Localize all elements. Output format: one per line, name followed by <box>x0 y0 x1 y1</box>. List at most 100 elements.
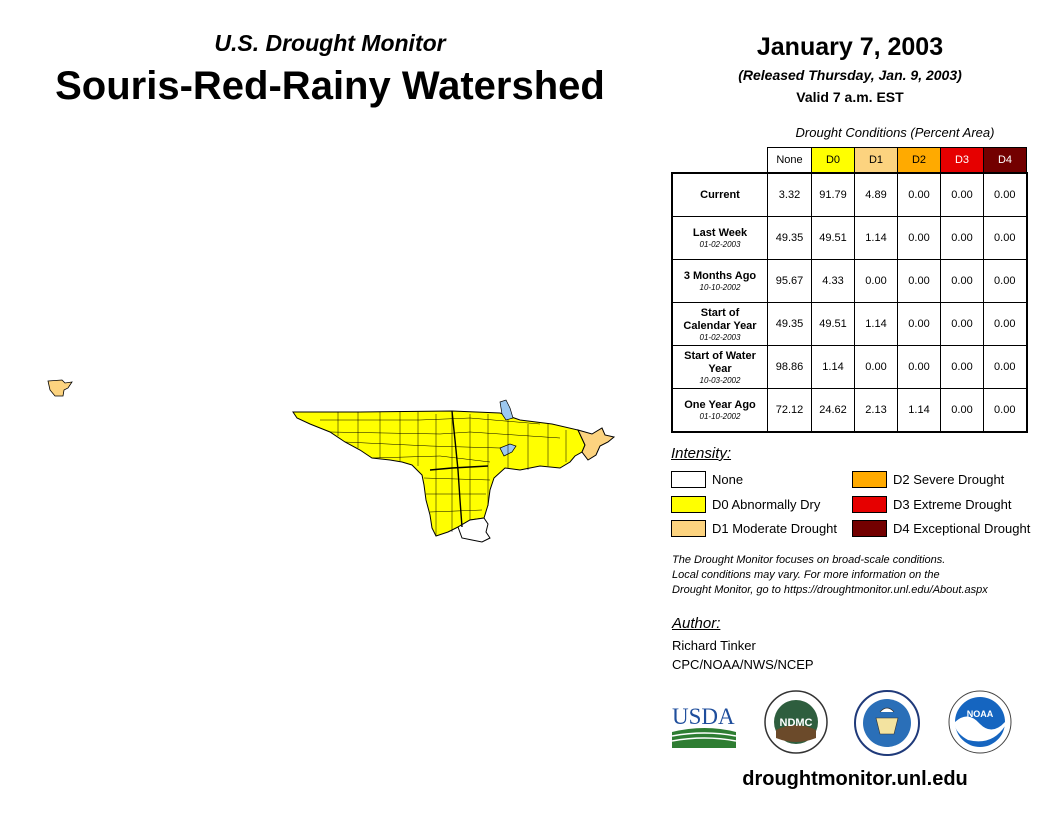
table-cell: 91.79 <box>811 172 855 217</box>
table-cell: 1.14 <box>897 388 941 433</box>
col-d0: D0 <box>811 147 855 174</box>
legend-swatch-d0 <box>671 496 706 513</box>
table-row: Current 3.32 91.79 4.89 0.00 0.00 0.00 <box>671 172 1028 217</box>
drought-conditions-table: None D0 D1 D2 D3 D4 Current 3.32 91.79 4.89… <box>671 147 1028 433</box>
table-cell: 3.32 <box>767 172 812 217</box>
row-label-text: Last Week <box>692 227 748 239</box>
legend-swatch-d3 <box>852 496 887 513</box>
row-date: 01-02-2003 <box>699 332 741 342</box>
table-cell: 0.00 <box>940 302 984 346</box>
watershed-map <box>47 379 616 543</box>
row-label: Start of Water Year 10-03-2002 <box>671 345 768 389</box>
table-cell: 0.00 <box>940 259 984 303</box>
legend-item-d3: D3 Extreme Drought <box>852 496 1012 513</box>
website-link[interactable]: droughtmonitor.unl.edu <box>742 768 968 790</box>
legend-swatch-d4 <box>852 520 887 537</box>
valid-time: Valid 7 a.m. EST <box>796 89 904 105</box>
table-cell: 24.62 <box>811 388 855 433</box>
table-cell: 0.00 <box>940 216 984 260</box>
row-date: 10-10-2002 <box>699 283 741 292</box>
usda-logo-text: USDA <box>672 704 735 729</box>
author-name: Richard Tinker <box>672 638 756 653</box>
intensity-title: Intensity: <box>671 445 732 462</box>
page-title: Souris-Red-Rainy Watershed <box>55 64 605 108</box>
row-label: Last Week 01-02-2003 <box>671 216 768 260</box>
table-cell: 0.00 <box>897 259 941 303</box>
lake-of-the-woods <box>499 399 514 421</box>
table-cell: 0.00 <box>983 259 1028 303</box>
legend-item-d1: D1 Moderate Drought <box>671 520 837 537</box>
river-lines <box>429 410 489 528</box>
usda-logo: USDA <box>672 704 737 748</box>
table-cell: 49.35 <box>767 302 812 346</box>
table-cell: 1.14 <box>811 345 855 389</box>
table-row: Start of Calendar Year 01-02-2003 49.35 49.… <box>671 302 1028 346</box>
disclaimer-line: The Drought Monitor focuses on broad-sca… <box>672 554 946 566</box>
noaa-logo-text: NOAA <box>967 709 994 719</box>
row-label-text: Start of Calendar Year <box>683 306 757 332</box>
row-label: Current <box>671 172 768 217</box>
legend-label: D3 Extreme Drought <box>893 497 1012 512</box>
table-cell: 1.14 <box>854 216 898 260</box>
table-cell: 0.00 <box>983 172 1028 217</box>
disclaimer-line: Drought Monitor, go to https://droughtmo… <box>672 584 988 596</box>
table-cell: 0.00 <box>854 259 898 303</box>
map-region-east-d1 <box>577 427 616 461</box>
map-region-west-d1 <box>47 379 73 397</box>
county-boundaries <box>320 411 567 536</box>
table-cell: 98.86 <box>767 345 812 389</box>
disclaimer-line: Local conditions may vary. For more info… <box>672 569 940 581</box>
table-cell: 49.51 <box>811 302 855 346</box>
table-cell: 0.00 <box>940 388 984 433</box>
table-cell: 1.14 <box>854 302 898 346</box>
table-cell: 0.00 <box>897 302 941 346</box>
ndmc-logo: NDMC <box>764 690 828 754</box>
row-label-text: One Year Ago <box>684 399 756 411</box>
noaa-logo: NOAA <box>948 690 1012 754</box>
row-label: 3 Months Ago 10-10-2002 <box>671 259 768 303</box>
subtitle: U.S. Drought Monitor <box>214 30 446 56</box>
row-label: One Year Ago 01-10-2002 <box>671 388 768 433</box>
legend-swatch-none <box>671 471 706 488</box>
table-cell: 4.33 <box>811 259 855 303</box>
legend-item-d2: D2 Severe Drought <box>852 471 1004 488</box>
legend-swatch-d2 <box>852 471 887 488</box>
table-row: Start of Water Year 10-03-2002 98.86 1.14 0.… <box>671 345 1028 389</box>
table-cell: 0.00 <box>897 216 941 260</box>
table-cell: 0.00 <box>983 302 1028 346</box>
row-date: 01-10-2002 <box>699 412 741 421</box>
row-label: Start of Calendar Year 01-02-2003 <box>671 302 768 346</box>
legend-label: D1 Moderate Drought <box>712 521 838 536</box>
table-cell: 2.13 <box>854 388 898 433</box>
table-cell: 95.67 <box>767 259 812 303</box>
table-cell: 0.00 <box>897 172 941 217</box>
disclaimer: The Drought Monitor focuses on broad-sca… <box>672 553 1052 598</box>
table-cell: 0.00 <box>897 345 941 389</box>
release-date: (Released Thursday, Jan. 9, 2003) <box>738 67 962 83</box>
author-org: CPC/NOAA/NWS/NCEP <box>672 657 814 672</box>
row-label-text: 3 Months Ago <box>683 270 757 282</box>
table-row: Last Week 01-02-2003 49.35 49.51 1.14 0.00 0.0… <box>671 216 1028 260</box>
doc-seal <box>854 690 920 756</box>
map-date: January 7, 2003 <box>756 33 944 61</box>
col-d2: D2 <box>897 147 941 174</box>
legend-label: D0 Abnormally Dry <box>712 497 821 512</box>
table-cell: 0.00 <box>854 345 898 389</box>
col-d4: D4 <box>983 147 1027 174</box>
table-cell: 4.89 <box>854 172 898 217</box>
table-row: 3 Months Ago 10-10-2002 95.67 4.33 0.00 0.00 0… <box>671 259 1028 303</box>
legend-swatch-d1 <box>671 520 706 537</box>
table-cell: 0.00 <box>983 216 1028 260</box>
table-cell: 0.00 <box>983 388 1028 433</box>
table-cell: 0.00 <box>940 345 984 389</box>
row-label-text: Current <box>700 188 740 201</box>
table-cell: 49.35 <box>767 216 812 260</box>
col-d3: D3 <box>940 147 984 174</box>
legend-label: D4 Exceptional Drought <box>893 521 1031 536</box>
row-date: 01-02-2003 <box>699 240 741 249</box>
legend-label: D2 Severe Drought <box>893 472 1005 487</box>
table-cell: 0.00 <box>940 172 984 217</box>
table-cell: 49.51 <box>811 216 855 260</box>
map-region-none <box>457 517 491 543</box>
legend-item-d0: D0 Abnormally Dry <box>671 496 820 513</box>
